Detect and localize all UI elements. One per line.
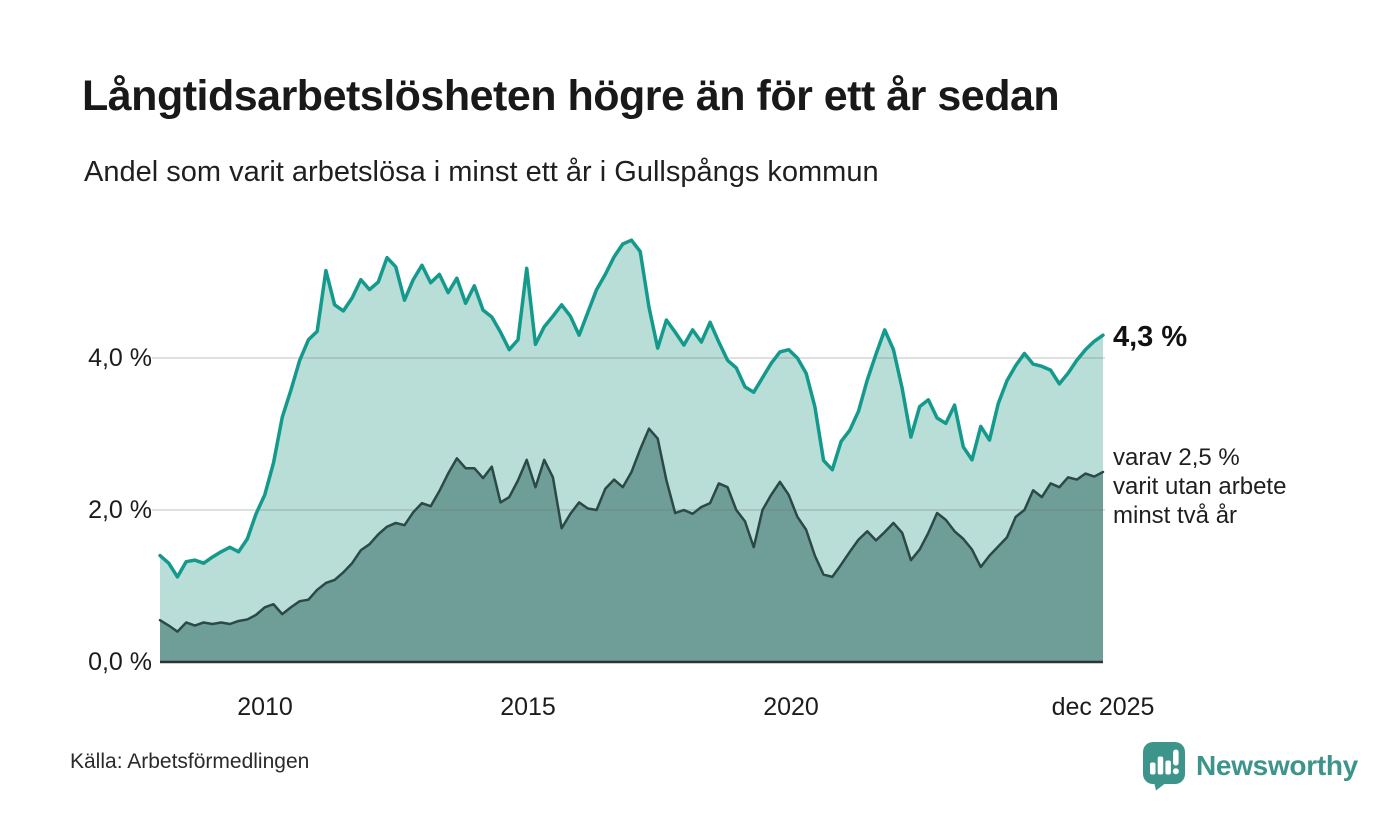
last-value-annotation: 4,3 %	[1113, 321, 1188, 353]
page-subtitle: Andel som varit arbetslösa i minst ett å…	[84, 156, 879, 188]
y-axis-tick-0: 0,0 %	[88, 648, 152, 676]
secondary-annotation-line2: varit utan arbete	[1113, 473, 1287, 500]
secondary-series-annotation: varav 2,5 % varit utan arbete minst två …	[1113, 443, 1286, 530]
brand-logo: Newsworthy	[1142, 740, 1358, 792]
newsworthy-icon	[1143, 742, 1185, 791]
source-credit: Källa: Arbetsförmedlingen	[70, 750, 310, 773]
secondary-annotation-line1: varav 2,5 %	[1113, 444, 1240, 471]
series-line-1	[158, 427, 1105, 633]
x-axis-tick-2020: 2020	[763, 693, 819, 721]
x-axis-tick-2015: 2015	[500, 693, 556, 721]
series-line-0	[158, 238, 1105, 579]
secondary-annotation-line3: minst två år	[1113, 502, 1238, 529]
y-axis-tick-4: 4,0 %	[88, 344, 152, 372]
page-title: Långtidsarbetslösheten högre än för ett …	[82, 72, 1060, 120]
x-axis-tick-dec-2025: dec 2025	[1051, 693, 1155, 721]
y-axis-tick-2: 2,0 %	[88, 496, 152, 524]
x-axis-tick-2010: 2010	[237, 693, 293, 721]
brand-name: Newsworthy	[1196, 750, 1358, 781]
series-area-1	[160, 428, 1103, 662]
